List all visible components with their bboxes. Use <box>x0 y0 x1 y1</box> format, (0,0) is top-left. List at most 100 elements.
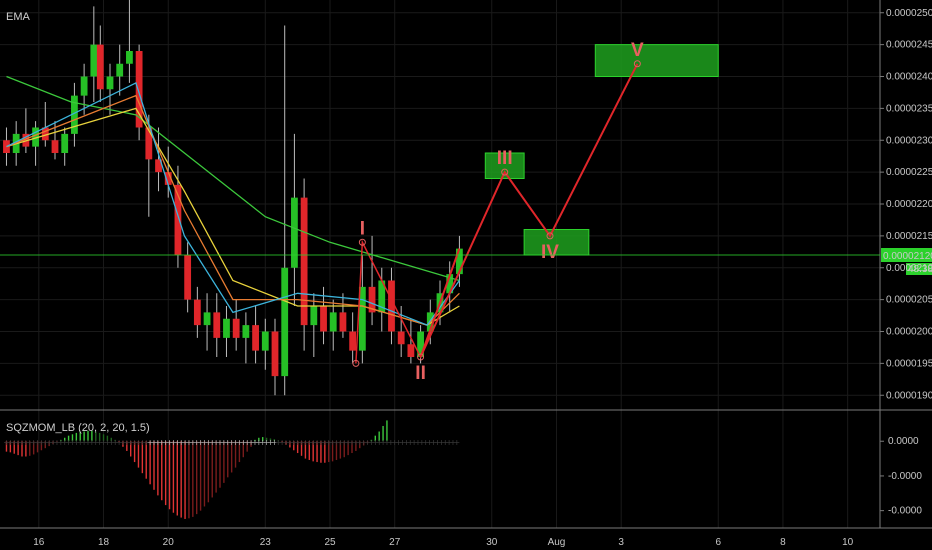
squeeze-dot: + <box>349 438 356 447</box>
squeeze-dot: + <box>255 438 262 447</box>
candle-body <box>80 76 88 96</box>
squeeze-dot: + <box>450 438 457 447</box>
squeeze-dot: + <box>283 438 290 447</box>
price-tick-label: 0.00001900 <box>886 390 932 401</box>
moving-averages <box>6 75 460 326</box>
squeeze-dot: + <box>170 438 177 447</box>
candle-body <box>271 331 279 377</box>
time-tick-label: 16 <box>33 537 45 548</box>
squeeze-dot: + <box>147 438 154 447</box>
candle-body <box>135 51 143 128</box>
squeeze-dot: + <box>384 438 391 447</box>
squeeze-dot: + <box>252 438 259 447</box>
squeeze-dot: + <box>127 438 134 447</box>
squeeze-dot: + <box>333 438 340 447</box>
squeeze-dot: + <box>259 438 266 447</box>
squeeze-dot: + <box>271 438 278 447</box>
time-tick-label: 25 <box>324 537 336 548</box>
grid <box>0 0 880 528</box>
squeeze-dot: + <box>65 438 72 447</box>
squeeze-dot: + <box>186 438 193 447</box>
candle-body <box>397 331 405 345</box>
wave-label: II <box>415 363 426 384</box>
squeeze-dot: + <box>69 438 76 447</box>
squeeze-dot: + <box>30 438 37 447</box>
candle-body <box>349 331 357 351</box>
squeeze-dot: + <box>321 438 328 447</box>
wave-pivot <box>358 238 366 246</box>
squeeze-dot: + <box>151 438 158 447</box>
squeeze-dot: + <box>403 438 410 447</box>
squeeze-dot: + <box>38 438 45 447</box>
candle-body <box>291 197 298 268</box>
squeeze-dot: + <box>34 438 41 447</box>
squeeze-dot: + <box>54 438 61 447</box>
wave-pivot <box>417 353 425 361</box>
squeeze-dot: + <box>364 438 371 447</box>
histogram-tick-label: -0.0000 <box>888 506 922 517</box>
squeeze-dot: + <box>337 438 344 447</box>
squeeze-dot: + <box>426 438 433 447</box>
candle-body <box>378 280 386 313</box>
squeeze-dot: + <box>46 438 53 447</box>
squeeze-dot: + <box>415 438 422 447</box>
wave-projection-path <box>419 63 639 358</box>
candle-body <box>300 197 308 326</box>
target-zone <box>594 44 719 77</box>
squeeze-dot: + <box>26 438 33 447</box>
squeeze-dot: + <box>182 438 189 447</box>
squeeze-dot: + <box>162 438 169 447</box>
wave-pivot <box>633 60 641 68</box>
squeeze-dot: + <box>263 438 270 447</box>
squeeze-dot: + <box>11 438 18 447</box>
candle-body <box>203 312 211 326</box>
moving-average-line <box>6 81 460 326</box>
squeeze-dot: + <box>100 438 107 447</box>
squeeze-dot: + <box>57 438 64 447</box>
squeeze-dot: + <box>360 438 367 447</box>
squeeze-dot: + <box>306 438 313 447</box>
squeeze-dot: + <box>248 438 255 447</box>
squeeze-dot: + <box>419 438 426 447</box>
time-tick-label: 20 <box>163 537 175 548</box>
candle-body <box>223 318 230 338</box>
candle-body <box>339 312 347 332</box>
squeeze-dot: + <box>302 438 309 447</box>
candle-body <box>106 76 114 90</box>
squeeze-dot: + <box>221 438 228 447</box>
histogram-tick-label: -0.0000 <box>888 471 922 482</box>
wave-label: V <box>631 40 644 61</box>
squeeze-dot: + <box>446 438 453 447</box>
squeeze-dot: + <box>201 438 208 447</box>
squeeze-dot: + <box>139 438 146 447</box>
squeeze-dot: + <box>294 438 301 447</box>
candle-body <box>184 255 192 300</box>
squeeze-dot: + <box>314 438 321 447</box>
squeeze-dot: + <box>240 438 247 447</box>
candle-body <box>116 63 124 77</box>
squeeze-dot: + <box>213 438 220 447</box>
squeeze-dot: + <box>15 438 22 447</box>
candle-body <box>174 184 182 255</box>
squeeze-dot: + <box>434 438 441 447</box>
squeeze-dot: + <box>50 438 57 447</box>
candle-body <box>213 312 221 338</box>
candle-body <box>261 331 269 351</box>
candle-body <box>281 267 289 377</box>
target-zones <box>484 44 719 256</box>
squeeze-dot: + <box>310 438 317 447</box>
squeeze-dot: + <box>372 438 379 447</box>
squeeze-dot: + <box>178 438 185 447</box>
squeeze-dot: + <box>290 438 297 447</box>
moving-average-line <box>6 94 460 326</box>
squeeze-dot: + <box>407 438 414 447</box>
squeeze-dot: + <box>112 438 119 447</box>
squeeze-dot: + <box>104 438 111 447</box>
